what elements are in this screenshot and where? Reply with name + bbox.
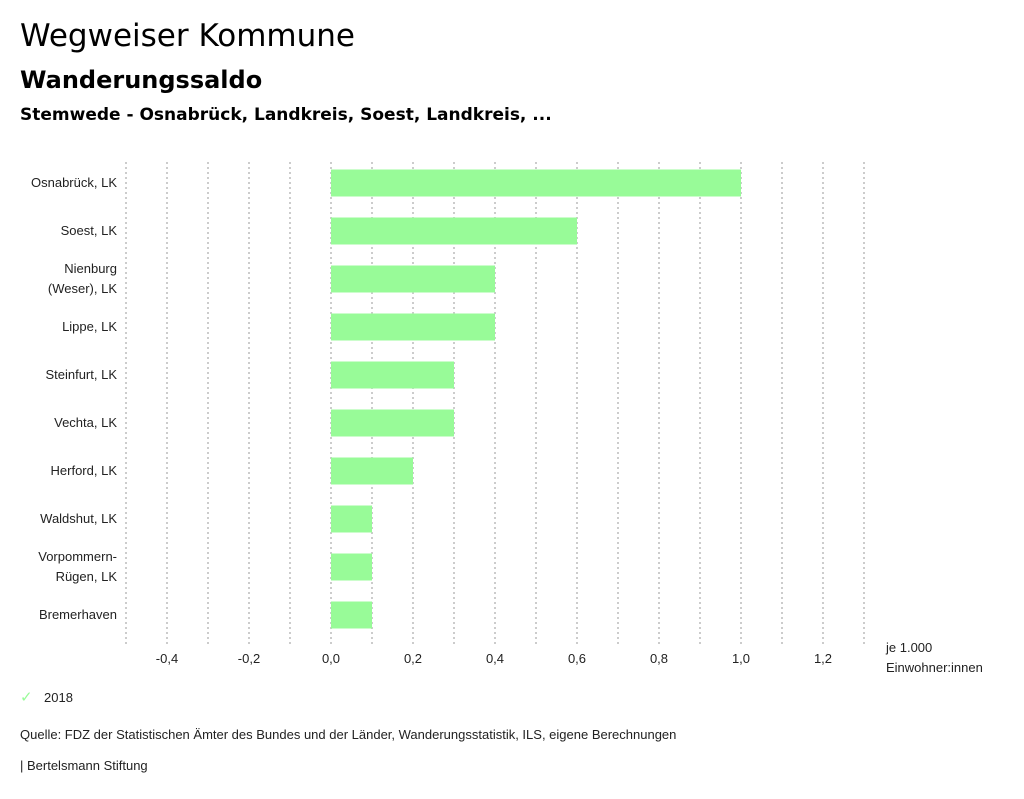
x-tick-label: 0,8 [650, 651, 668, 666]
category-label: Vechta, LK [54, 415, 117, 430]
credit-note: | Bertelsmann Stiftung [20, 758, 148, 773]
bar[interactable] [331, 409, 454, 437]
bar[interactable] [331, 457, 413, 485]
x-tick-label: 0,0 [322, 651, 340, 666]
bar[interactable] [331, 169, 741, 197]
x-tick-label: 0,2 [404, 651, 422, 666]
category-label: Steinfurt, LK [45, 367, 117, 382]
x-tick-label: -0,4 [156, 651, 178, 666]
category-label: Soest, LK [61, 223, 118, 238]
legend[interactable]: ✓ 2018 [20, 688, 73, 706]
bar-chart: Osnabrück, LK Soest, LK Nienburg (Weser), L… [31, 162, 983, 675]
category-label: Osnabrück, LK [31, 175, 117, 190]
bar[interactable] [331, 553, 372, 581]
category-label: Nienburg (Weser), LK [48, 261, 117, 296]
unit-label: je 1.000 Einwohner:innen [885, 640, 983, 675]
bars [331, 169, 741, 629]
bar[interactable] [331, 217, 577, 245]
category-labels: Osnabrück, LK Soest, LK Nienburg (Weser), L… [31, 175, 117, 622]
category-label-line: Rügen, LK [56, 569, 118, 584]
chart-region-subtitle: Stemwede - Osnabrück, Landkreis, Soest, … [20, 105, 552, 125]
bar[interactable] [331, 361, 454, 389]
chart-subtitle: Wanderungssaldo [20, 66, 263, 94]
category-label-line: Vorpommern- [38, 549, 117, 564]
category-label: Waldshut, LK [40, 511, 117, 526]
bar[interactable] [331, 313, 495, 341]
legend-check-icon[interactable]: ✓ [20, 689, 33, 706]
x-tick-label: 1,0 [732, 651, 750, 666]
x-tick-label: -0,2 [238, 651, 260, 666]
chart-title: Wegweiser Kommune [20, 18, 355, 54]
x-tick-labels: -0,4 -0,2 0,0 0,2 0,4 0,6 0,8 1,0 1,2 [156, 651, 832, 666]
bar[interactable] [331, 265, 495, 293]
category-label: Herford, LK [51, 463, 118, 478]
bar[interactable] [331, 601, 372, 629]
bar[interactable] [331, 505, 372, 533]
unit-label-line: je 1.000 [885, 640, 932, 655]
legend-label-2018[interactable]: 2018 [44, 689, 73, 705]
x-tick-label: 0,4 [486, 651, 504, 666]
category-label: Lippe, LK [62, 319, 117, 334]
x-tick-label: 0,6 [568, 651, 586, 666]
category-label-line: Nienburg [64, 261, 117, 276]
category-label-line: (Weser), LK [48, 281, 117, 296]
unit-label-line: Einwohner:innen [886, 660, 983, 675]
category-label: Vorpommern- Rügen, LK [38, 549, 117, 584]
source-note: Quelle: FDZ der Statistischen Ämter des … [20, 727, 677, 742]
x-tick-label: 1,2 [814, 651, 832, 666]
category-label: Bremerhaven [39, 607, 117, 622]
